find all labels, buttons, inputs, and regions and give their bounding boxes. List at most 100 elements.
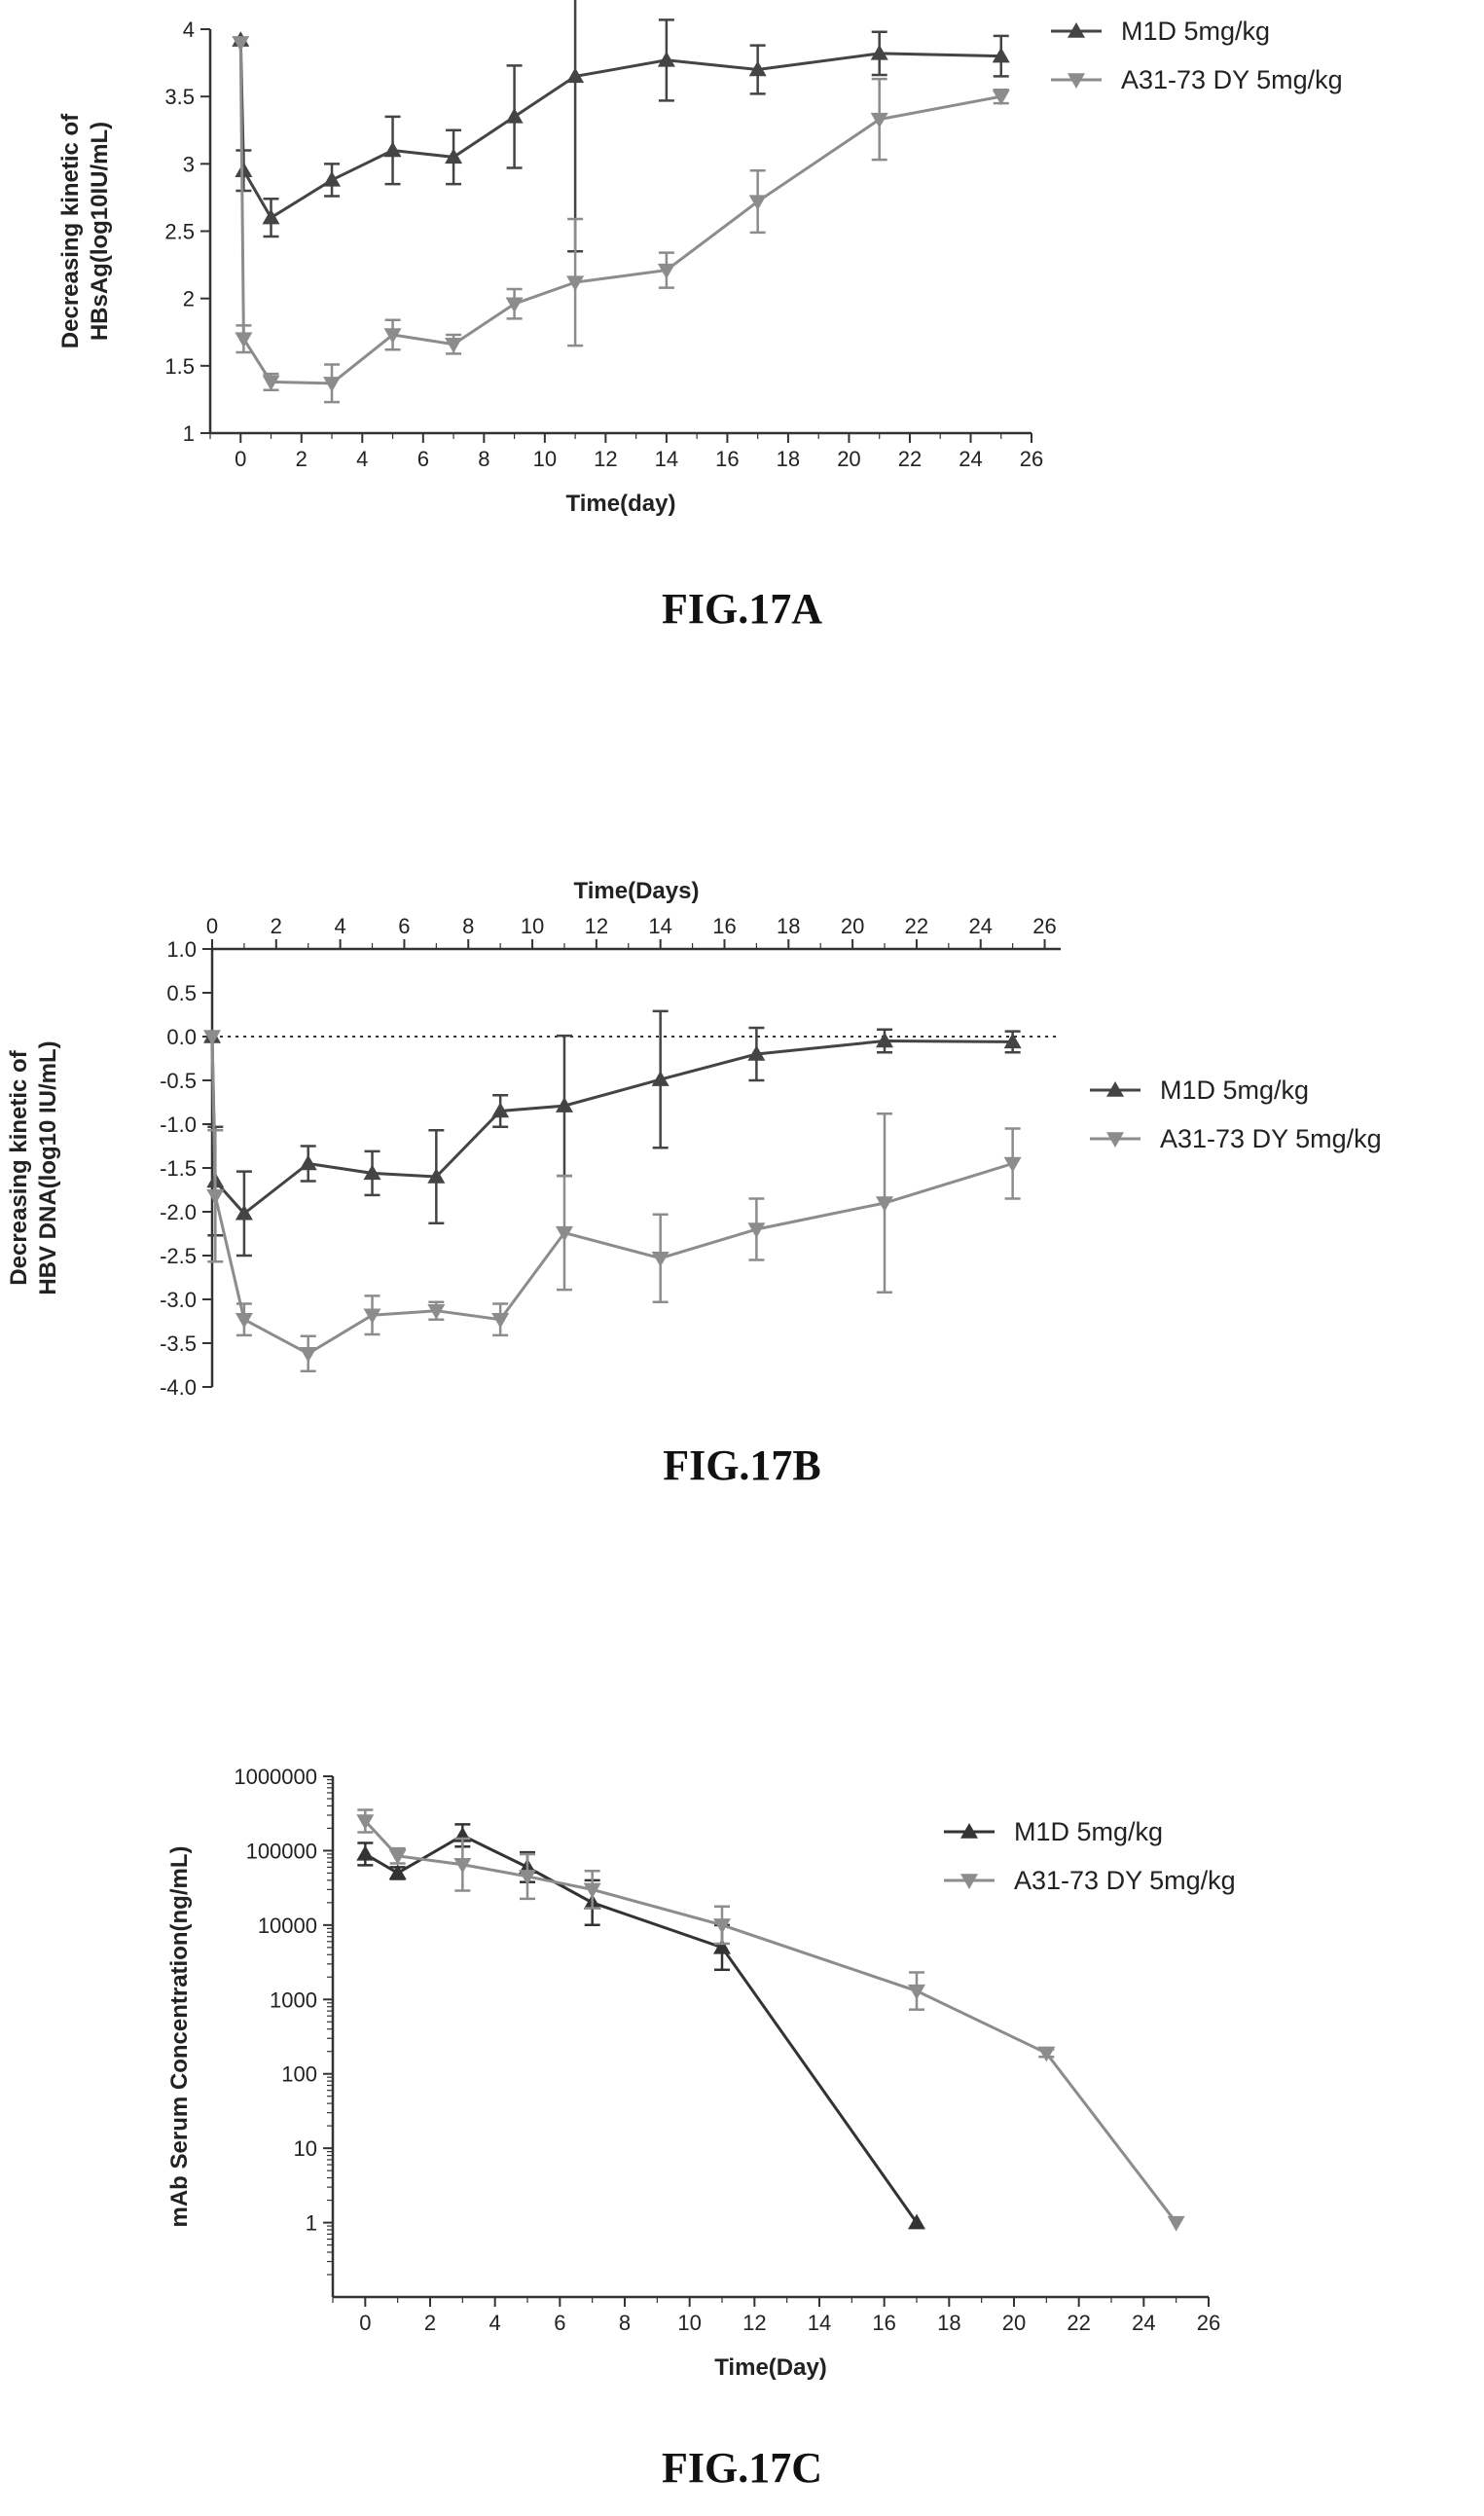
y-tick-label: -4.0 — [160, 1375, 197, 1400]
data-point-1 — [519, 1870, 536, 1885]
data-point-0 — [427, 1168, 446, 1184]
y-tick-label: -3.0 — [160, 1288, 197, 1312]
y-tick-label: -2.5 — [160, 1244, 197, 1268]
data-point-0 — [235, 1204, 253, 1221]
y-tick-label: 2.5 — [164, 220, 195, 244]
figure-caption-17c: FIG.17C — [662, 2444, 822, 2492]
x-tick-label: 4 — [356, 447, 368, 471]
y-axis-title: HBV DNA(log10 IU/mL) — [35, 1040, 61, 1294]
data-point-1 — [870, 112, 888, 128]
data-point-0 — [262, 208, 280, 225]
x-tick-label: 26 — [1020, 447, 1043, 471]
x-axis-title: Time(Day) — [714, 2354, 827, 2381]
data-point-0 — [445, 148, 463, 164]
data-point-0 — [908, 2213, 925, 2230]
y-tick-label: 100000 — [246, 1839, 317, 1863]
series-line-1 — [210, 1036, 1014, 1356]
legend-label-1: A31-73 DY 5mg/kg — [1121, 65, 1343, 94]
data-point-0 — [356, 1844, 375, 1861]
x-axis-title: Time(Days) — [574, 878, 700, 904]
data-point-0 — [491, 1102, 510, 1118]
y-tick-label: 1.5 — [164, 354, 195, 379]
y-tick-label: -2.0 — [160, 1200, 197, 1224]
data-point-1 — [356, 1814, 375, 1831]
y-tick-label: 3.5 — [164, 85, 195, 109]
data-point-1 — [583, 1882, 601, 1899]
y-tick-label: 4 — [183, 18, 195, 42]
x-tick-label: 22 — [1067, 2311, 1090, 2335]
y-tick-label: 1 — [183, 421, 195, 446]
data-point-1 — [232, 36, 250, 52]
data-point-1 — [445, 337, 463, 353]
series-line-0 — [210, 1036, 1013, 1216]
x-tick-label: 24 — [1132, 2311, 1155, 2335]
legend-label-0: M1D 5mg/kg — [1160, 1076, 1309, 1105]
data-point-1 — [505, 297, 524, 313]
x-tick-label: 14 — [648, 914, 671, 938]
x-tick-label: 26 — [1032, 914, 1056, 938]
legend-marker-1 — [1106, 1132, 1124, 1148]
data-point-0 — [992, 47, 1010, 63]
data-point-1 — [383, 328, 402, 345]
y-tick-label: 2 — [183, 287, 195, 311]
x-tick-label: 22 — [898, 447, 922, 471]
y-tick-label: 1000 — [270, 1987, 317, 2012]
legend-marker-0 — [960, 1823, 978, 1839]
x-tick-label: 6 — [554, 2311, 565, 2335]
y-tick-label: 1000000 — [234, 1765, 317, 1789]
series-line-0 — [238, 40, 1001, 220]
x-tick-label: 6 — [398, 914, 410, 938]
x-tick-label: 16 — [712, 914, 736, 938]
x-tick-label: 12 — [585, 914, 608, 938]
data-point-1 — [555, 1225, 573, 1242]
y-tick-label: 0.5 — [166, 981, 197, 1005]
x-tick-label: 2 — [271, 914, 282, 938]
series-line-1 — [238, 42, 1002, 385]
y-axis-title: Decreasing kinetic of — [6, 1049, 32, 1285]
data-point-0 — [870, 44, 888, 60]
legend-marker-0 — [1106, 1081, 1124, 1097]
data-point-1 — [323, 377, 342, 392]
figure-caption-17b: FIG.17B — [663, 1441, 821, 1489]
data-point-0 — [383, 141, 402, 158]
x-tick-label: 2 — [424, 2311, 436, 2335]
y-tick-label: -1.0 — [160, 1112, 197, 1137]
x-tick-label: 12 — [594, 447, 617, 471]
x-tick-label: 20 — [841, 914, 864, 938]
x-tick-label: 4 — [489, 2311, 501, 2335]
x-tick-label: 10 — [521, 914, 544, 938]
y-tick-label: 1 — [306, 2211, 317, 2236]
x-tick-label: 0 — [359, 2311, 371, 2335]
y-tick-label: -0.5 — [160, 1069, 197, 1093]
y-axis-title: HBsAg(log10IU/mL) — [87, 122, 113, 341]
legend-label-0: M1D 5mg/kg — [1014, 1817, 1163, 1846]
y-axis-title: Decreasing kinetic of — [57, 113, 84, 348]
x-tick-label: 12 — [742, 2311, 766, 2335]
data-point-0 — [323, 170, 342, 187]
x-tick-label: 24 — [959, 447, 982, 471]
data-point-1 — [235, 332, 253, 348]
data-point-0 — [748, 60, 767, 77]
data-point-0 — [566, 67, 585, 84]
data-point-1 — [713, 1918, 731, 1934]
data-point-0 — [876, 1032, 894, 1048]
data-point-1 — [748, 195, 767, 211]
x-tick-label: 6 — [417, 447, 429, 471]
x-tick-label: 20 — [1002, 2311, 1026, 2335]
x-tick-label: 20 — [837, 447, 860, 471]
data-point-0 — [299, 1154, 317, 1171]
data-point-1 — [876, 1196, 894, 1212]
data-point-1 — [651, 1251, 670, 1267]
x-tick-label: 18 — [937, 2311, 960, 2335]
data-point-1 — [491, 1312, 510, 1329]
x-tick-label: 8 — [619, 2311, 631, 2335]
data-point-1 — [203, 1030, 221, 1045]
figure-17a: 1 1.5 2 2.5 3 3.5 4 0 2 4 6 8 10 12 14 16 18 20 22 24 26 Time… — [0, 0, 1484, 681]
figure-17b: 1.0 0.5 0.0 -0.5 -1.0 -1.5 -2.0 -2.5 -3.0 -3.5 -4.… — [0, 837, 1484, 1440]
data-point-1 — [299, 1347, 317, 1363]
y-tick-label: 3 — [183, 152, 195, 176]
data-point-0 — [505, 107, 524, 124]
x-tick-label: 14 — [655, 447, 678, 471]
data-point-0 — [747, 1045, 766, 1061]
